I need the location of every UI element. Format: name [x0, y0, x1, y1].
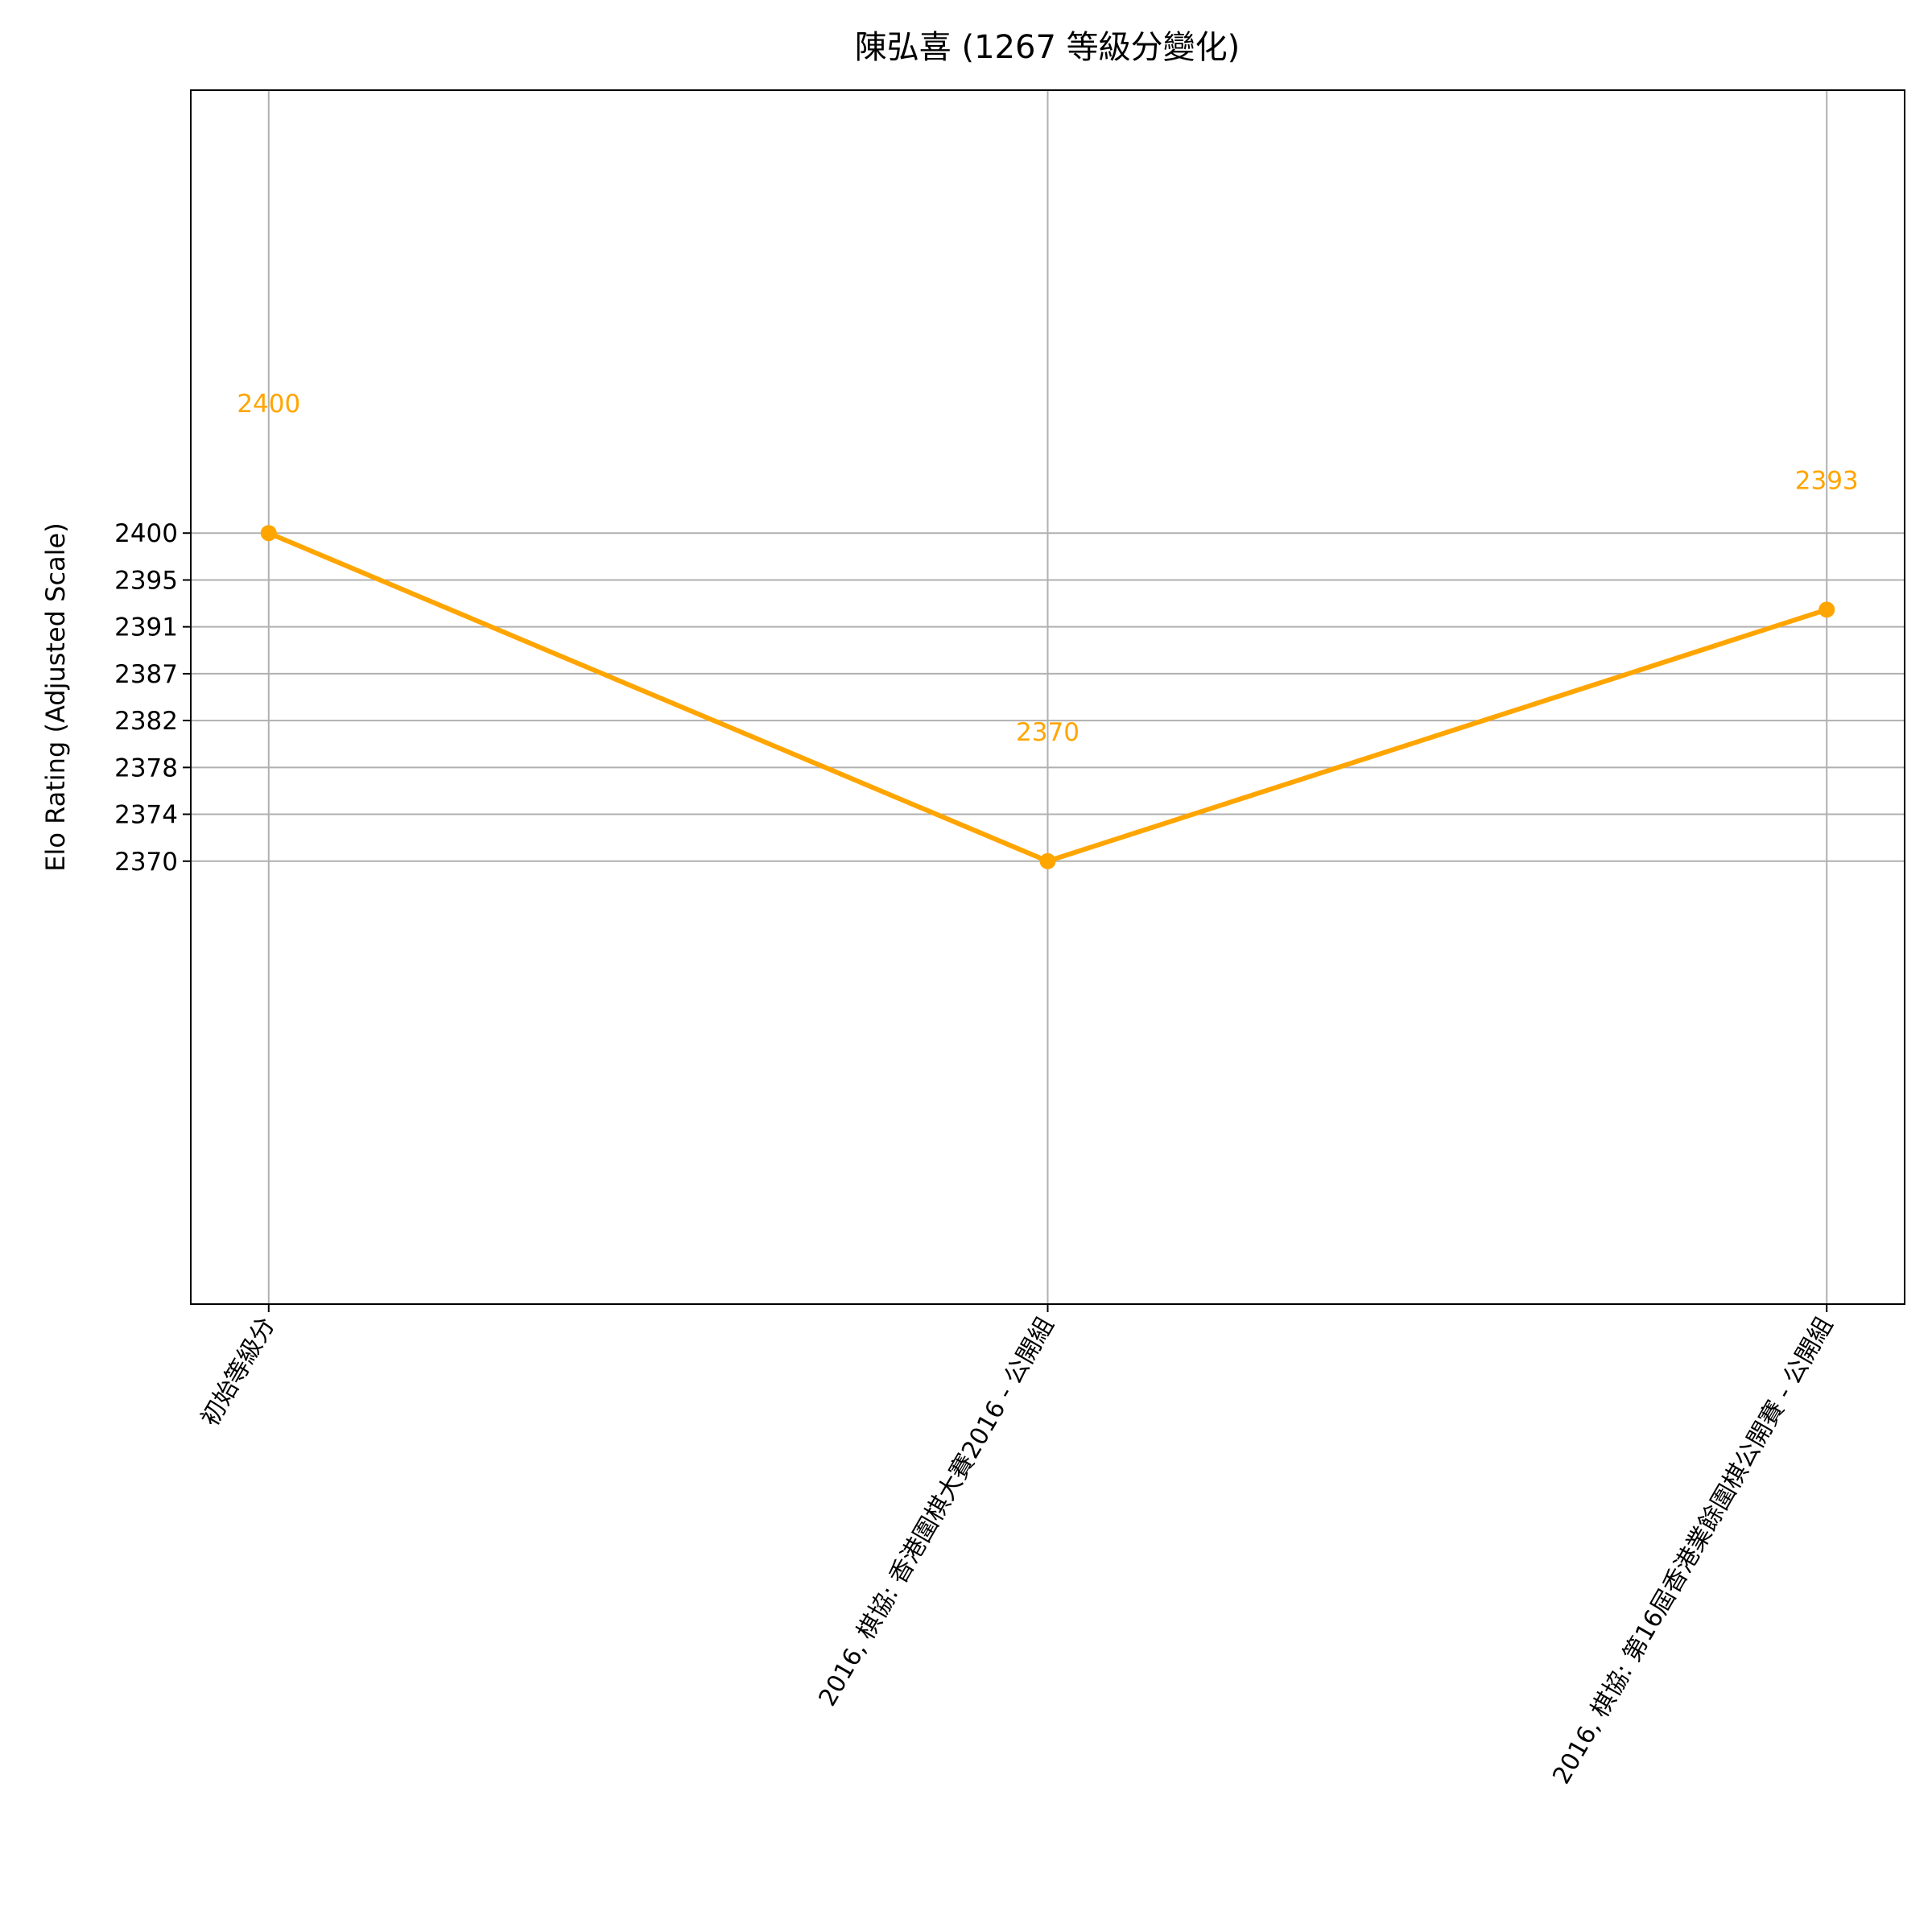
y-tick-label: 2382 — [114, 707, 178, 736]
data-label: 2370 — [1016, 718, 1080, 747]
y-tick-label: 2370 — [114, 848, 178, 877]
y-tick-label: 2387 — [114, 660, 178, 689]
y-axis-label: Elo Rating (Adjusted Scale) — [40, 522, 71, 871]
data-label: 2393 — [1795, 466, 1859, 495]
y-tick-label: 2391 — [114, 613, 178, 642]
data-label: 2400 — [237, 390, 300, 419]
plot-frame — [190, 89, 1905, 1305]
marker — [1818, 601, 1835, 618]
y-tick-label: 2374 — [114, 801, 178, 830]
y-tick-label: 2400 — [114, 519, 178, 548]
marker — [1039, 852, 1056, 869]
y-tick-label: 2395 — [114, 566, 178, 595]
marker — [260, 525, 277, 542]
y-tick-label: 2378 — [114, 753, 178, 782]
chart-title: 陳弘喜 (1267 等級分變化) — [855, 29, 1240, 66]
